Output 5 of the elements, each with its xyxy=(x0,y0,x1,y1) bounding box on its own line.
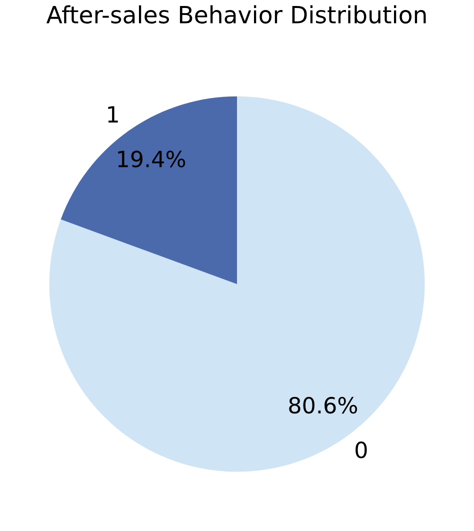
chart-title: After-sales Behavior Distribution xyxy=(46,5,426,24)
slice-label: 0 xyxy=(356,441,367,458)
slice-label: 1 xyxy=(108,106,118,122)
data-label: 80.6% xyxy=(289,396,358,414)
data-label: 19.4% xyxy=(118,150,186,168)
